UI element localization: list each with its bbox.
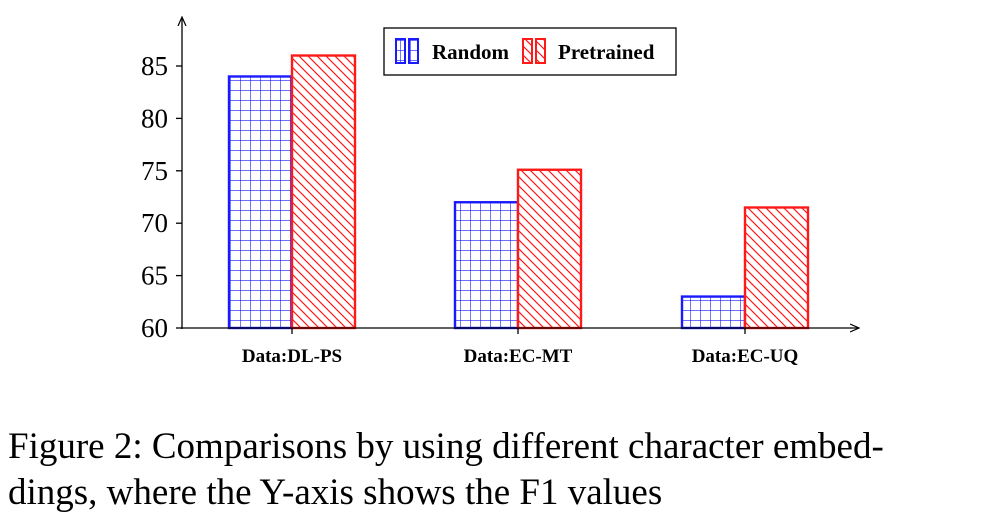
bar-random-2: [453, 201, 520, 330]
caption-line-2: dings, where the Y-axis shows the F1 val…: [8, 472, 663, 513]
figure-caption: Figure 2: Comparisons by using different…: [8, 424, 968, 516]
x-tick-label: Data:EC-MT: [464, 346, 573, 367]
x-tick-label: Data:EC-UQ: [692, 346, 799, 367]
y-tick-label: 60: [141, 313, 168, 343]
x-tick-label: Data:DL-PS: [242, 346, 342, 367]
bar-pretrained-3: [743, 206, 810, 330]
legend: Random Pretrained: [383, 27, 677, 76]
caption-line-1: Figure 2: Comparisons by using different…: [8, 426, 884, 467]
legend-swatch-random: [395, 38, 406, 64]
bar-pretrained-1: [290, 54, 357, 330]
bar-random-1: [227, 75, 294, 330]
legend-label-pretrained: Pretrained: [558, 40, 655, 64]
bars-layer: [227, 54, 810, 330]
y-tick-label: 85: [141, 51, 168, 81]
y-tick-label: 65: [141, 261, 168, 291]
legend-swatch-random: [408, 38, 419, 64]
legend-label-random: Random: [432, 40, 510, 64]
axes-layer: 60 65 70 75 80 85 Data:DL-PS Data:EC-MT Data:EC-…: [141, 18, 858, 367]
legend-swatch-pretrained: [522, 38, 533, 64]
bar-chart: 60 65 70 75 80 85 Data:DL-PS Data:EC-MT Data:EC-…: [141, 0, 986, 367]
bar-random-3: [680, 295, 747, 330]
y-tick-label: 75: [141, 156, 168, 186]
y-tick-label: 70: [141, 208, 168, 238]
bar-pretrained-2: [516, 168, 583, 330]
y-tick-label: 80: [141, 103, 168, 133]
legend-swatch-pretrained: [535, 38, 546, 64]
